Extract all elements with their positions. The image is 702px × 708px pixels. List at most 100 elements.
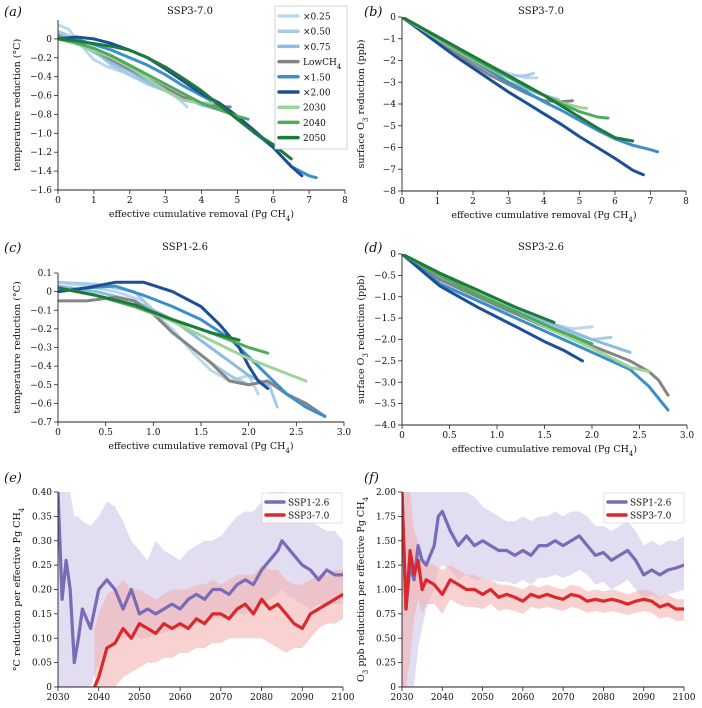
- x-tick-label: 3.0: [337, 428, 352, 438]
- y-tick-label: 0.05: [32, 659, 52, 669]
- series-line-SSP3-7.0: [402, 492, 684, 611]
- legend-label: SSP1-2.6: [288, 499, 330, 509]
- x-tick-label: 2080: [592, 693, 615, 703]
- series-line-×0.50: [402, 17, 535, 78]
- y-tick-label: −1.5: [374, 314, 396, 324]
- x-tick-label: 5: [577, 197, 583, 207]
- y-axis-label: °C reduction per effective Pg CH4: [12, 507, 26, 671]
- y-tick-label: 0.75: [376, 610, 396, 620]
- x-tick-label: 2: [127, 196, 133, 206]
- plot-area: [58, 492, 343, 687]
- y-tick-label: −0.2: [30, 54, 52, 64]
- y-tick-label: −2.0: [374, 336, 396, 346]
- x-tick-label: 2.0: [585, 431, 600, 441]
- x-tick-label: 2080: [250, 693, 273, 703]
- y-tick-label: −0.1: [30, 306, 52, 316]
- series-line-×0.25: [402, 17, 539, 80]
- y-tick-label: −5: [383, 122, 397, 132]
- y-tick-label: −1.6: [30, 186, 52, 196]
- panel-f: (f) 2030 2040 2050 2060 2070 2080 2090 2100 0 0.25…: [356, 471, 696, 703]
- legend-box: [603, 492, 685, 524]
- x-tick-label: 3: [163, 196, 169, 206]
- x-tick-label: 0.5: [99, 428, 114, 438]
- y-tick-label: 0: [46, 683, 52, 693]
- y-tick-label: 0: [390, 250, 396, 260]
- y-tick-label: 0.10: [32, 634, 52, 644]
- y-tick-label: 0.25: [376, 659, 396, 669]
- panel-c: (c) SSP1-2.6 0 0.5 1.0 1.5 2.0 2.5 3.0 −0.7 −0.6 −0…: [4, 241, 351, 455]
- band-SSP3-7.0: [94, 565, 343, 687]
- y-axis-label: temperature reduction (°C): [12, 39, 23, 171]
- panel-letter: (d): [364, 241, 382, 256]
- x-tick-label: 2.5: [289, 428, 304, 438]
- x-axis-label: effective cumulative removal (Pg CH4): [451, 210, 636, 224]
- series-line-×1.50: [58, 284, 327, 418]
- y-tick-label: −1.2: [30, 148, 52, 158]
- series-line-2050: [402, 17, 635, 143]
- x-tick-label: 3: [506, 197, 512, 207]
- y-tick-label: −1.0: [374, 293, 396, 303]
- x-tick-label: 2030: [391, 693, 414, 703]
- x-tick-label: 2060: [511, 693, 534, 703]
- axes: 0 1 2 3 4 5 6 7 8 −1.6 −1.4 −1.2 −1.0 −0.8 −0.6 −0.4 −0.…: [30, 20, 348, 206]
- y-tick-label: 0.40: [32, 488, 52, 498]
- legend-label: ×0.50: [303, 28, 331, 38]
- y-tick-label: −3: [383, 78, 397, 88]
- band-SSP3-7.0: [402, 492, 684, 687]
- y-tick-label: −0.7: [30, 418, 52, 428]
- x-tick-label: 5: [235, 196, 241, 206]
- y-tick-label: 0.30: [32, 537, 52, 547]
- x-axis-label: effective cumulative removal (Pg CH4): [109, 209, 294, 223]
- y-axis-label: temperature reduction (°C): [12, 281, 23, 413]
- y-tick-label: −3.5: [374, 400, 396, 410]
- y-tick-label: −0.5: [30, 381, 52, 391]
- y-tick-label: −7: [383, 165, 397, 175]
- series-line-×2.00: [402, 17, 645, 177]
- legend: SSP1-2.6 SSP3-7.0: [261, 492, 343, 524]
- y-tick-label: 0: [390, 13, 396, 23]
- y-tick-label: −0.8: [30, 110, 52, 120]
- y-tick-label: −4.0: [374, 421, 396, 431]
- axes: 0 0.5 1.0 1.5 2.0 2.5 3.0 −0.7 −0.6 −0.5 −0.4 −0.3 −…: [30, 269, 351, 438]
- x-tick-label: 1.5: [537, 431, 552, 441]
- x-tick-label: 2070: [552, 693, 575, 703]
- x-tick-label: 3.0: [680, 431, 695, 441]
- y-tick-label: 0.15: [32, 610, 52, 620]
- x-tick-label: 2090: [632, 693, 655, 703]
- legend-label: 2030: [303, 104, 326, 114]
- x-tick-label: 1: [435, 197, 441, 207]
- x-tick-label: 2: [470, 197, 476, 207]
- x-tick-label: 2040: [431, 693, 454, 703]
- x-tick-label: 2030: [47, 693, 70, 703]
- panel-a: (a) SSP3-7.0 0 1 2 3 4 5 6 7 8 −1.6 −1.4 −1.2 −1.0 −0.8…: [4, 5, 348, 223]
- legend-label: ×0.25: [303, 13, 331, 23]
- series-line-2050: [402, 254, 556, 324]
- y-tick-label: −0.6: [30, 399, 52, 409]
- y-tick-label: −8: [383, 187, 397, 197]
- legend-label: ×2.00: [303, 89, 331, 99]
- x-tick-label: 8: [342, 196, 348, 206]
- series-line-SSP1-2.6: [402, 492, 684, 611]
- x-tick-label: 2050: [128, 693, 151, 703]
- y-tick-label: 0: [390, 683, 396, 693]
- y-axis-label: surface O3 reduction (ppb): [356, 275, 370, 404]
- y-tick-label: 0: [46, 288, 52, 298]
- x-tick-label: 1.0: [490, 431, 505, 441]
- y-tick-label: −2: [383, 57, 396, 67]
- x-tick-label: 1: [91, 196, 97, 206]
- plot-area: [58, 23, 318, 180]
- legend-label: ×1.50: [303, 73, 331, 83]
- y-tick-label: 0.1: [38, 269, 52, 279]
- y-axis-label: surface O3 reduction (ppb): [356, 39, 370, 168]
- panel-letter: (c): [4, 241, 21, 256]
- series-line-2050: [58, 37, 293, 161]
- y-tick-label: 2.00: [376, 488, 396, 498]
- series-line-2030: [58, 37, 214, 105]
- y-tick-label: −1.4: [30, 167, 52, 177]
- x-tick-label: 6: [270, 196, 276, 206]
- x-tick-label: 2.5: [632, 431, 647, 441]
- x-tick-label: 6: [612, 197, 618, 207]
- plot-area: [402, 17, 660, 177]
- legend-label: 2040: [303, 119, 326, 129]
